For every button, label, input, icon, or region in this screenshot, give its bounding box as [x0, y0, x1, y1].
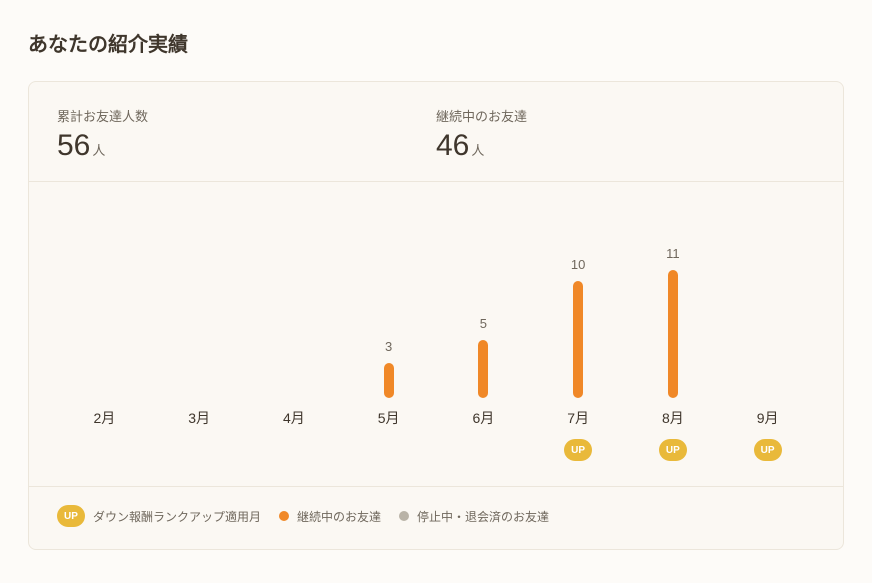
chart-bar-col: 3: [341, 218, 436, 398]
xaxis-label: 5月: [341, 408, 436, 428]
stat-total: 累計お友達人数 56人: [57, 106, 436, 161]
chart-bar: [668, 270, 678, 398]
stat-active: 継続中のお友達 46人: [436, 106, 815, 161]
legend-active: 継続中のお友達: [279, 508, 381, 525]
chart-badges-row: UP UP UP: [57, 438, 815, 462]
xaxis-label: 8月: [626, 408, 721, 428]
up-badge-icon: UP: [564, 439, 592, 461]
bar-value-label: 10: [571, 257, 585, 273]
legend-inactive-label: 停止中・退会済のお友達: [417, 508, 549, 525]
chart-xaxis-row: 2月3月4月5月6月7月8月9月: [57, 408, 815, 428]
legend-inactive-dot: [399, 511, 409, 521]
bar-value-label: 3: [385, 339, 392, 355]
chart-bar-col: [720, 218, 815, 398]
page-title: あなたの紹介実績: [28, 28, 844, 57]
xaxis-label: 3月: [152, 408, 247, 428]
bar-value-label: 11: [666, 246, 680, 262]
stats-row: 累計お友達人数 56人 継続中のお友達 46人: [29, 82, 843, 182]
up-badge-icon: UP: [659, 439, 687, 461]
chart-bar-col: [247, 218, 342, 398]
stat-total-value: 56: [57, 129, 90, 162]
chart-bar: [478, 340, 488, 398]
chart-bar: [384, 363, 394, 398]
xaxis-label: 7月: [531, 408, 626, 428]
chart-bar-col: 5: [436, 218, 531, 398]
stats-card: 累計お友達人数 56人 継続中のお友達 46人 351011 2月3月4月5月6…: [28, 81, 844, 550]
stat-active-unit: 人: [471, 143, 484, 158]
legend-row: UP ダウン報酬ランクアップ適用月 継続中のお友達 停止中・退会済のお友達: [29, 486, 843, 549]
xaxis-label: 2月: [57, 408, 152, 428]
chart-bar-col: 10: [531, 218, 626, 398]
chart-bar-col: 11: [626, 218, 721, 398]
stat-total-label: 累計お友達人数: [57, 106, 436, 125]
bar-value-label: 5: [480, 316, 487, 332]
xaxis-label: 9月: [720, 408, 815, 428]
xaxis-label: 6月: [436, 408, 531, 428]
xaxis-label: 4月: [247, 408, 342, 428]
badge-cell: [436, 438, 531, 462]
up-badge-icon: UP: [57, 505, 85, 527]
legend-up: UP ダウン報酬ランクアップ適用月: [57, 505, 261, 527]
badge-cell: UP: [531, 438, 626, 462]
stat-active-value: 46: [436, 129, 469, 162]
chart-bar: [573, 281, 583, 398]
badge-cell: UP: [720, 438, 815, 462]
legend-active-dot: [279, 511, 289, 521]
badge-cell: [152, 438, 247, 462]
badge-cell: [57, 438, 152, 462]
badge-cell: [247, 438, 342, 462]
stat-active-label: 継続中のお友達: [436, 106, 815, 125]
legend-up-label: ダウン報酬ランクアップ適用月: [93, 508, 261, 525]
chart-bar-col: [152, 218, 247, 398]
badge-cell: [341, 438, 436, 462]
chart-bars-row: 3 5 10 11: [57, 218, 815, 398]
up-badge-icon: UP: [754, 439, 782, 461]
stat-total-unit: 人: [92, 143, 105, 158]
chart-bar-col: [57, 218, 152, 398]
chart-area: 3 5 10 11 2月3月4月5月6月7月8月9月 UP UP UP: [29, 182, 843, 486]
badge-cell: UP: [626, 438, 721, 462]
legend-active-label: 継続中のお友達: [297, 508, 381, 525]
legend-inactive: 停止中・退会済のお友達: [399, 508, 549, 525]
